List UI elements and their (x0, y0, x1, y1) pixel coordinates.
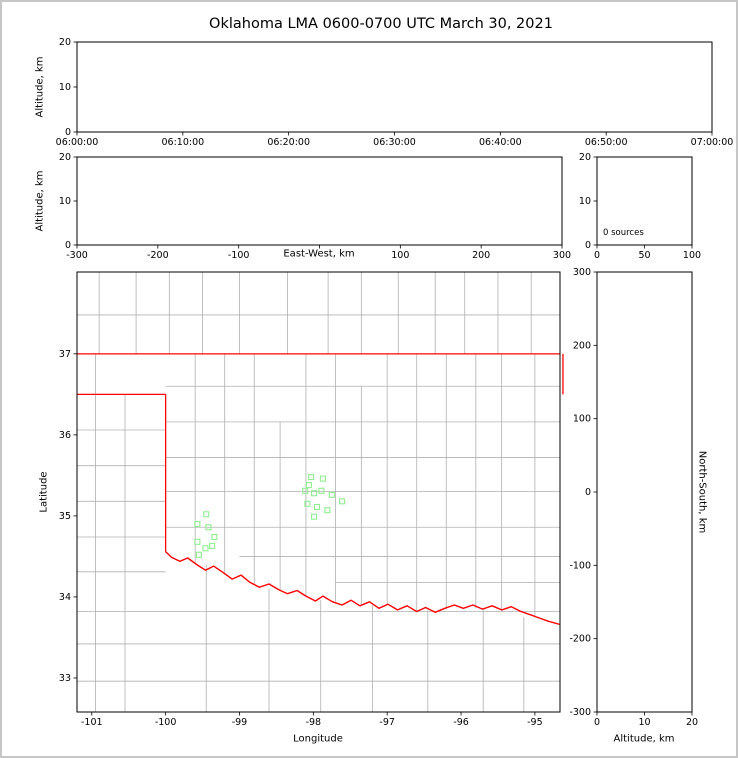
x-tick-label: 0 (594, 250, 600, 261)
y-tick-label: 0 (585, 240, 591, 251)
y-tick-label: 36 (59, 430, 71, 441)
lma-station-marker (205, 524, 212, 531)
x-tick-label: -100 (228, 250, 250, 261)
x-tick-label: -200 (147, 250, 169, 261)
lma-station-marker (211, 533, 218, 541)
lma-station-marker (318, 487, 325, 494)
x-tick-label: 0 (594, 717, 600, 728)
y-tick-label: 20 (579, 152, 591, 163)
x-tick-label: -99 (232, 717, 248, 728)
lma-station-marker (308, 473, 315, 481)
lma-station-marker (203, 511, 210, 518)
map-panel-frame (76, 271, 561, 713)
ew-panel-xlabel: East-West, km (283, 248, 355, 260)
x-tick-label: -95 (527, 717, 543, 728)
ns-panel-ylabel: North-South, km (696, 450, 708, 534)
y-tick-label: 300 (573, 267, 591, 278)
time-panel-frame (76, 41, 713, 133)
ew-panel-ylabel: Altitude, km (34, 170, 46, 232)
source-count-annotation: 0 sources (603, 228, 644, 238)
y-tick-label: 20 (59, 37, 71, 48)
x-tick-label: -97 (379, 717, 395, 728)
y-tick-label: 10 (59, 82, 71, 93)
x-tick-label: 06:30:00 (373, 137, 416, 148)
x-tick-label: -100 (155, 717, 177, 728)
x-tick-label: 50 (638, 250, 650, 261)
time-panel-ylabel: Altitude, km (34, 56, 46, 118)
y-tick-label: 200 (573, 340, 591, 351)
x-tick-label: -98 (306, 717, 322, 728)
lma-station-marker (302, 487, 309, 494)
x-tick-label: 300 (553, 250, 571, 261)
map-xlabel: Longitude (293, 733, 343, 745)
y-tick-label: -200 (569, 634, 591, 645)
y-tick-label: -100 (569, 560, 591, 571)
figure-title: Oklahoma LMA 0600-0700 UTC March 30, 202… (209, 16, 553, 32)
lma-station-marker (328, 491, 335, 498)
ns-panel-xlabel: Altitude, km (613, 733, 675, 745)
x-tick-label: 06:20:00 (267, 137, 310, 148)
hist-panel-frame (596, 156, 693, 246)
ns-panel-bg (597, 272, 692, 712)
ew-panel-bg (77, 157, 562, 245)
hist-panel-bg (597, 157, 692, 245)
x-tick-label: 20 (686, 717, 698, 728)
x-tick-label: 06:40:00 (479, 137, 522, 148)
lma-station-marker (305, 482, 312, 489)
x-tick-label: 10 (638, 717, 650, 728)
lma-station-marker (209, 542, 216, 549)
y-tick-label: 34 (59, 592, 71, 603)
y-tick-label: 0 (65, 240, 71, 251)
x-tick-label: 06:50:00 (585, 137, 628, 148)
y-tick-label: 37 (59, 349, 71, 360)
x-tick-label: -96 (453, 717, 469, 728)
lma-station-marker (202, 545, 209, 552)
lma-station-marker (311, 513, 318, 520)
ew-panel-frame (76, 156, 563, 246)
lma-station-marker (319, 475, 326, 482)
y-tick-label: 10 (59, 196, 71, 207)
lma-station-marker (194, 520, 201, 528)
lma-station-marker (313, 503, 321, 511)
x-tick-label: 07:00:00 (691, 137, 734, 148)
x-tick-label: 200 (472, 250, 490, 261)
y-tick-label: 0 (585, 487, 591, 498)
y-tick-label: 20 (59, 152, 71, 163)
x-tick-label: -101 (81, 717, 103, 728)
y-tick-label: 100 (573, 414, 591, 425)
y-tick-label: 33 (59, 673, 71, 684)
time-panel-bg (77, 42, 712, 132)
ns-panel-frame (596, 271, 693, 713)
lma-station-marker (311, 490, 318, 497)
y-tick-label: -300 (569, 707, 591, 718)
y-tick-label: 0 (65, 127, 71, 138)
y-tick-label: 35 (59, 511, 71, 522)
y-tick-label: 10 (579, 196, 591, 207)
x-tick-label: -300 (66, 250, 88, 261)
x-tick-label: 100 (683, 250, 701, 261)
lma-station-marker (324, 507, 331, 514)
lma-station-marker (304, 500, 311, 507)
lma-station-marker (195, 551, 202, 558)
red-river-line (165, 551, 561, 626)
lma-station-marker (194, 538, 201, 545)
x-tick-label: 06:10:00 (161, 137, 204, 148)
x-tick-label: 100 (391, 250, 409, 261)
map-ylabel: Latitude (38, 471, 50, 513)
lma-station-marker (339, 498, 346, 505)
x-tick-label: 06:00:00 (56, 137, 99, 148)
